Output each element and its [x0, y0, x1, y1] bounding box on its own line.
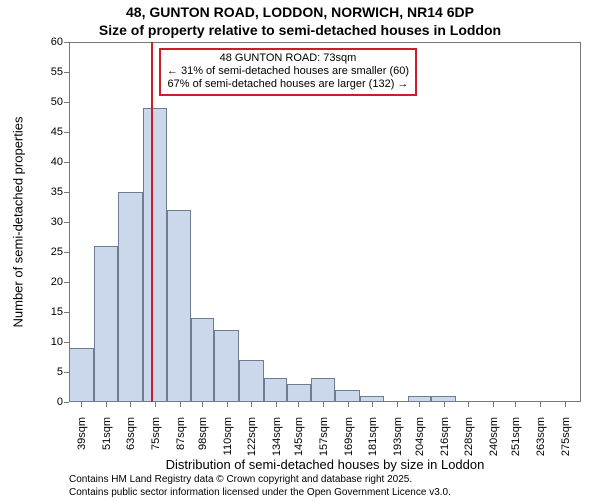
x-tick-mark — [202, 402, 203, 407]
x-tick-mark — [515, 402, 516, 407]
y-tick-label: 60 — [51, 36, 69, 48]
y-tick-label: 30 — [51, 216, 69, 228]
x-tick-label: 145sqm — [291, 409, 305, 456]
x-tick-label: 216sqm — [437, 409, 451, 456]
x-tick-mark — [251, 402, 252, 407]
x-tick-mark — [298, 402, 299, 407]
y-tick-label: 5 — [57, 366, 69, 378]
histogram-bar — [264, 378, 288, 402]
x-tick-label: 122sqm — [244, 409, 258, 456]
x-tick-mark — [276, 402, 277, 407]
x-tick-label: 181sqm — [365, 409, 379, 456]
y-tick-label: 10 — [51, 336, 69, 348]
x-tick-mark — [493, 402, 494, 407]
x-tick-label: 98sqm — [195, 409, 209, 450]
x-tick-mark — [444, 402, 445, 407]
histogram-bar — [214, 330, 239, 402]
y-tick-label: 35 — [51, 186, 69, 198]
credits-line1: Contains HM Land Registry data © Crown c… — [69, 474, 451, 487]
plot-area: 051015202530354045505560 39sqm51sqm63sqm… — [69, 42, 581, 402]
x-tick-mark — [81, 402, 82, 407]
x-tick-label: 169sqm — [341, 409, 355, 456]
annotation-box: 48 GUNTON ROAD: 73sqm ← 31% of semi-deta… — [159, 48, 417, 96]
annotation-line1: 48 GUNTON ROAD: 73sqm — [167, 52, 409, 65]
y-tick-label: 20 — [51, 276, 69, 288]
y-tick-label: 25 — [51, 246, 69, 258]
x-tick-label: 75sqm — [148, 409, 162, 450]
x-tick-label: 275sqm — [558, 409, 572, 456]
x-tick-mark — [565, 402, 566, 407]
y-tick-label: 40 — [51, 156, 69, 168]
chart-stage: { "title_line1": "48, GUNTON ROAD, LODDO… — [0, 0, 600, 500]
x-tick-label: 134sqm — [269, 409, 283, 456]
histogram-bar — [239, 360, 264, 402]
histogram-bar — [191, 318, 215, 402]
x-tick-label: 263sqm — [533, 409, 547, 456]
y-tick-label: 0 — [57, 396, 69, 408]
histogram-bar — [143, 108, 168, 402]
x-tick-mark — [540, 402, 541, 407]
x-tick-mark — [397, 402, 398, 407]
x-tick-label: 228sqm — [461, 409, 475, 456]
x-tick-label: 51sqm — [99, 409, 113, 450]
x-tick-label: 251sqm — [508, 409, 522, 456]
x-tick-mark — [155, 402, 156, 407]
chart-title-line2: Size of property relative to semi-detach… — [0, 22, 600, 38]
x-tick-mark — [348, 402, 349, 407]
x-tick-label: 63sqm — [123, 409, 137, 450]
x-tick-mark — [419, 402, 420, 407]
histogram-bar — [94, 246, 119, 402]
x-tick-mark — [180, 402, 181, 407]
y-tick-label: 45 — [51, 126, 69, 138]
x-tick-label: 157sqm — [316, 409, 330, 456]
x-axis-label: Distribution of semi-detached houses by … — [69, 457, 581, 472]
x-tick-label: 240sqm — [486, 409, 500, 456]
credits: Contains HM Land Registry data © Crown c… — [69, 474, 451, 499]
x-tick-mark — [227, 402, 228, 407]
x-tick-mark — [130, 402, 131, 407]
x-tick-label: 87sqm — [173, 409, 187, 450]
x-tick-label: 110sqm — [220, 409, 234, 455]
y-tick-label: 50 — [51, 96, 69, 108]
annotation-line3: 67% of semi-detached houses are larger (… — [167, 78, 409, 91]
y-axis-label: Number of semi-detached properties — [11, 117, 26, 328]
y-tick-label: 15 — [51, 306, 69, 318]
histogram-bar — [69, 348, 94, 402]
x-tick-label: 193sqm — [390, 409, 404, 456]
annotation-line — [151, 42, 153, 402]
x-tick-mark — [372, 402, 373, 407]
histogram-bar — [167, 210, 191, 402]
x-tick-mark — [106, 402, 107, 407]
histogram-bar — [118, 192, 143, 402]
x-tick-mark — [468, 402, 469, 407]
x-tick-label: 204sqm — [412, 409, 426, 456]
y-tick-label: 55 — [51, 66, 69, 78]
chart-title-line1: 48, GUNTON ROAD, LODDON, NORWICH, NR14 6… — [0, 4, 600, 20]
x-tick-label: 39sqm — [74, 409, 88, 450]
histogram-bar — [287, 384, 311, 402]
credits-line2: Contains public sector information licen… — [69, 487, 451, 500]
annotation-line2: ← 31% of semi-detached houses are smalle… — [167, 65, 409, 78]
histogram-bar — [311, 378, 336, 402]
histogram-bar — [335, 390, 360, 402]
x-tick-mark — [323, 402, 324, 407]
